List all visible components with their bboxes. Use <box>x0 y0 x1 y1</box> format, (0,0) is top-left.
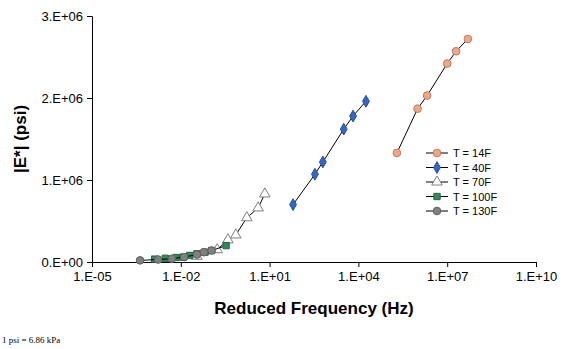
data-point <box>414 105 422 113</box>
y-tick: 0.E+00 <box>41 255 92 270</box>
legend-item: T = 14F <box>426 147 491 159</box>
x-tick: 1.E+10 <box>516 262 558 284</box>
series <box>136 247 215 264</box>
data-point <box>154 256 162 264</box>
x-tick-label: 1.E+01 <box>249 269 291 284</box>
marks <box>136 35 471 264</box>
data-point <box>443 60 451 68</box>
data-point <box>464 35 472 43</box>
y-tick-mark <box>87 180 92 181</box>
series <box>393 35 472 157</box>
data-point <box>350 110 357 122</box>
x-tick-mark <box>447 262 448 267</box>
data-point <box>423 92 431 100</box>
data-point <box>340 123 347 135</box>
x-axis: 1.E-05 1.E-02 1.E+01 1.E+04 1.E+07 1.E+10 <box>73 262 557 284</box>
series <box>290 95 370 210</box>
x-tick: 1.E-02 <box>162 262 200 284</box>
legend-item: T = 130F <box>426 205 497 217</box>
y-tick: 3.E+06 <box>41 9 92 24</box>
legend-label: T = 70F <box>453 176 491 188</box>
data-point <box>242 212 253 221</box>
y-axis: 0.E+00 1.E+06 2.E+06 3.E+06 <box>41 9 92 270</box>
data-point <box>223 242 229 248</box>
x-tick-mark <box>536 262 537 267</box>
chart: 1.E-05 1.E-02 1.E+01 1.E+04 1.E+07 1.E+10 0.E+… <box>0 0 565 349</box>
x-tick-label: 1.E+07 <box>427 269 469 284</box>
y-tick: 1.E+06 <box>41 173 92 188</box>
x-tick-label: 1.E-02 <box>162 269 200 284</box>
data-point <box>253 202 264 211</box>
y-axis-line <box>87 17 93 263</box>
data-point <box>452 47 460 55</box>
legend-label: T = 40F <box>453 162 491 174</box>
y-tick-mark <box>87 16 92 17</box>
data-point <box>208 247 214 253</box>
data-point <box>208 247 216 255</box>
legend-label: T = 130F <box>453 205 497 217</box>
data-point <box>319 156 326 168</box>
y-tick-mark <box>87 98 92 99</box>
data-point <box>393 149 401 157</box>
y-tick-mark <box>87 262 92 263</box>
data-point <box>136 257 144 265</box>
x-tick: 1.E+01 <box>249 262 291 284</box>
data-point <box>180 253 188 261</box>
plot-area: 1.E-05 1.E-02 1.E+01 1.E+04 1.E+07 1.E+10 0.E+… <box>41 9 557 285</box>
y-tick-label: 0.E+00 <box>41 255 83 270</box>
x-tick-mark <box>181 262 182 267</box>
legend-item: T = 40F <box>426 162 491 174</box>
series-line <box>197 194 265 256</box>
data-point <box>290 199 297 211</box>
data-point <box>312 168 319 180</box>
legend-item: T = 70F <box>426 176 491 188</box>
legend-marker <box>434 162 441 174</box>
data-point <box>168 255 176 263</box>
x-tick: 1.E+07 <box>427 262 469 284</box>
legend-marker <box>433 149 441 157</box>
x-tick-label: 1.E+10 <box>516 269 558 284</box>
y-axis-title: |E*| (psi) <box>11 105 30 173</box>
legend-label: T = 100F <box>453 191 497 203</box>
data-point <box>363 95 370 107</box>
annotation: 1 psi = 6.86 kPa <box>2 335 60 345</box>
data-point <box>200 248 208 256</box>
legend-marker <box>434 193 440 199</box>
legend-label: T = 14F <box>453 147 491 159</box>
x-tick: 1.E+04 <box>338 262 380 284</box>
y-tick: 2.E+06 <box>41 91 92 106</box>
y-tick-label: 2.E+06 <box>41 91 83 106</box>
x-tick-label: 1.E+04 <box>338 269 380 284</box>
x-tick-mark <box>358 262 359 267</box>
y-tick-label: 3.E+06 <box>41 9 83 24</box>
legend-marker <box>432 176 443 185</box>
legend: T = 14F T = 40F T = 70F T = 100F T = 130F <box>426 147 497 217</box>
data-point <box>231 229 242 238</box>
x-axis-title: Reduced Frequency (Hz) <box>214 299 413 318</box>
series-line <box>293 101 366 204</box>
series-line <box>397 39 468 153</box>
y-tick-label: 1.E+06 <box>41 173 83 188</box>
data-point <box>162 255 168 261</box>
legend-item: T = 100F <box>426 191 497 203</box>
series <box>192 188 270 259</box>
legend-marker <box>433 207 441 215</box>
x-tick-label: 1.E-05 <box>73 269 111 284</box>
data-point <box>260 188 271 197</box>
x-tick-mark <box>270 262 271 267</box>
